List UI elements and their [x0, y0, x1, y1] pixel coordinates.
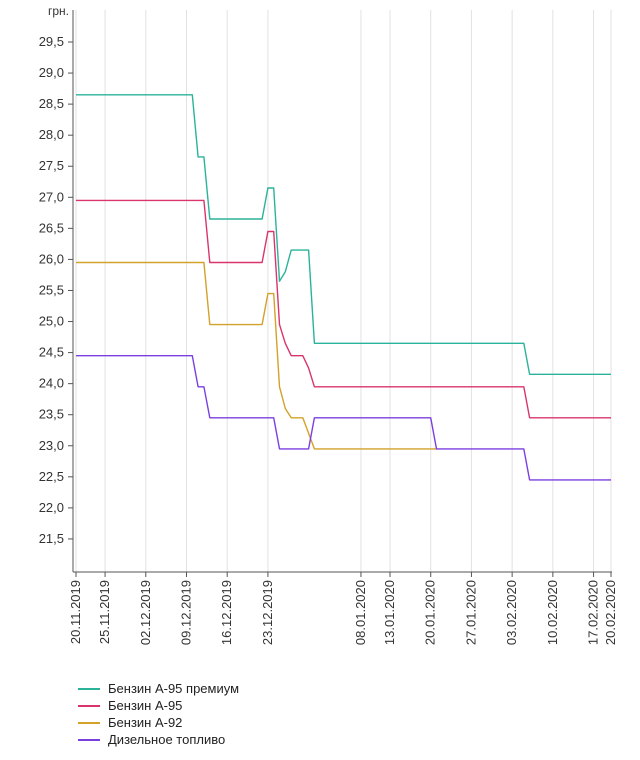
x-tick-label: 02.12.2019	[138, 580, 153, 645]
x-tick-label: 03.02.2020	[504, 580, 519, 645]
y-tick-label: 22,5	[39, 469, 64, 484]
chart-legend: Бензин А-95 премиум Бензин А-95 Бензин А-9…	[78, 680, 239, 748]
y-tick-label: 29,0	[39, 65, 64, 80]
x-tick-label: 17.02.2020	[586, 580, 601, 645]
y-tick-label: 23,0	[39, 438, 64, 453]
y-tick-label: 26,0	[39, 251, 64, 266]
x-tick-label: 10.02.2020	[545, 580, 560, 645]
x-tick-label: 09.12.2019	[178, 580, 193, 645]
x-tick-label: 16.12.2019	[219, 580, 234, 645]
y-tick-label: 21,5	[39, 531, 64, 546]
x-tick-label: 08.01.2020	[353, 580, 368, 645]
legend-label: Бензин А-95 премиум	[108, 681, 240, 696]
series-lines	[76, 94, 611, 481]
legend-item: Бензин А-92	[78, 714, 239, 731]
legend-label: Бензин А-95	[108, 698, 183, 713]
y-tick-label: 29,5	[39, 34, 64, 49]
y-tick-label: 27,5	[39, 158, 64, 173]
x-tick-label: 25.11.2019	[97, 580, 112, 644]
legend-swatch	[78, 704, 100, 707]
x-tick-label: 27.01.2020	[463, 580, 478, 645]
y-tick-label: 27,0	[39, 189, 64, 204]
legend-label: Дизельное топливо	[108, 732, 226, 747]
series-line	[76, 199, 611, 419]
y-tick-labels: 21,5 22,0 22,5 23,0 23,5 24,0 24,5 25,0 25,5 26,0…	[39, 34, 73, 546]
fuel-price-chart: грн. 21,5 22,0 22,5 23,0 23,5 24,0 24,5 25,0 25,…	[39, 4, 618, 645]
y-tick-label: 28,5	[39, 96, 64, 111]
legend-swatch	[78, 687, 100, 690]
x-tick-label: 20.11.2019	[68, 580, 83, 644]
y-tick-label: 24,0	[39, 376, 64, 391]
y-tick-label: 28,0	[39, 127, 64, 142]
legend-label: Бензин А-92	[108, 715, 183, 730]
legend-item: Бензин А-95 премиум	[78, 680, 239, 697]
series-line	[76, 94, 611, 375]
y-axis-title: грн.	[48, 4, 69, 18]
legend-item: Бензин А-95	[78, 697, 239, 714]
y-tick-label: 23,5	[39, 407, 64, 422]
y-tick-label: 24,5	[39, 345, 64, 360]
y-tick-label: 25,0	[39, 314, 64, 329]
y-tick-label: 25,5	[39, 282, 64, 297]
chart-grid	[75, 10, 612, 572]
x-tick-labels: 20.11.2019 25.11.2019 02.12.2019 09.12.2019…	[68, 572, 618, 645]
x-tick-label: 20.02.2020	[603, 580, 618, 645]
series-line	[76, 261, 437, 450]
x-tick-label: 23.12.2019	[260, 580, 275, 645]
chart-axes: грн.	[48, 4, 612, 573]
y-tick-label: 26,5	[39, 220, 64, 235]
y-tick-label: 22,0	[39, 500, 64, 515]
legend-swatch	[78, 721, 100, 724]
legend-swatch	[78, 738, 100, 741]
legend-item: Дизельное топливо	[78, 731, 239, 748]
series-line	[76, 355, 611, 481]
x-tick-label: 13.01.2020	[382, 580, 397, 645]
x-tick-label: 20.01.2020	[423, 580, 438, 645]
